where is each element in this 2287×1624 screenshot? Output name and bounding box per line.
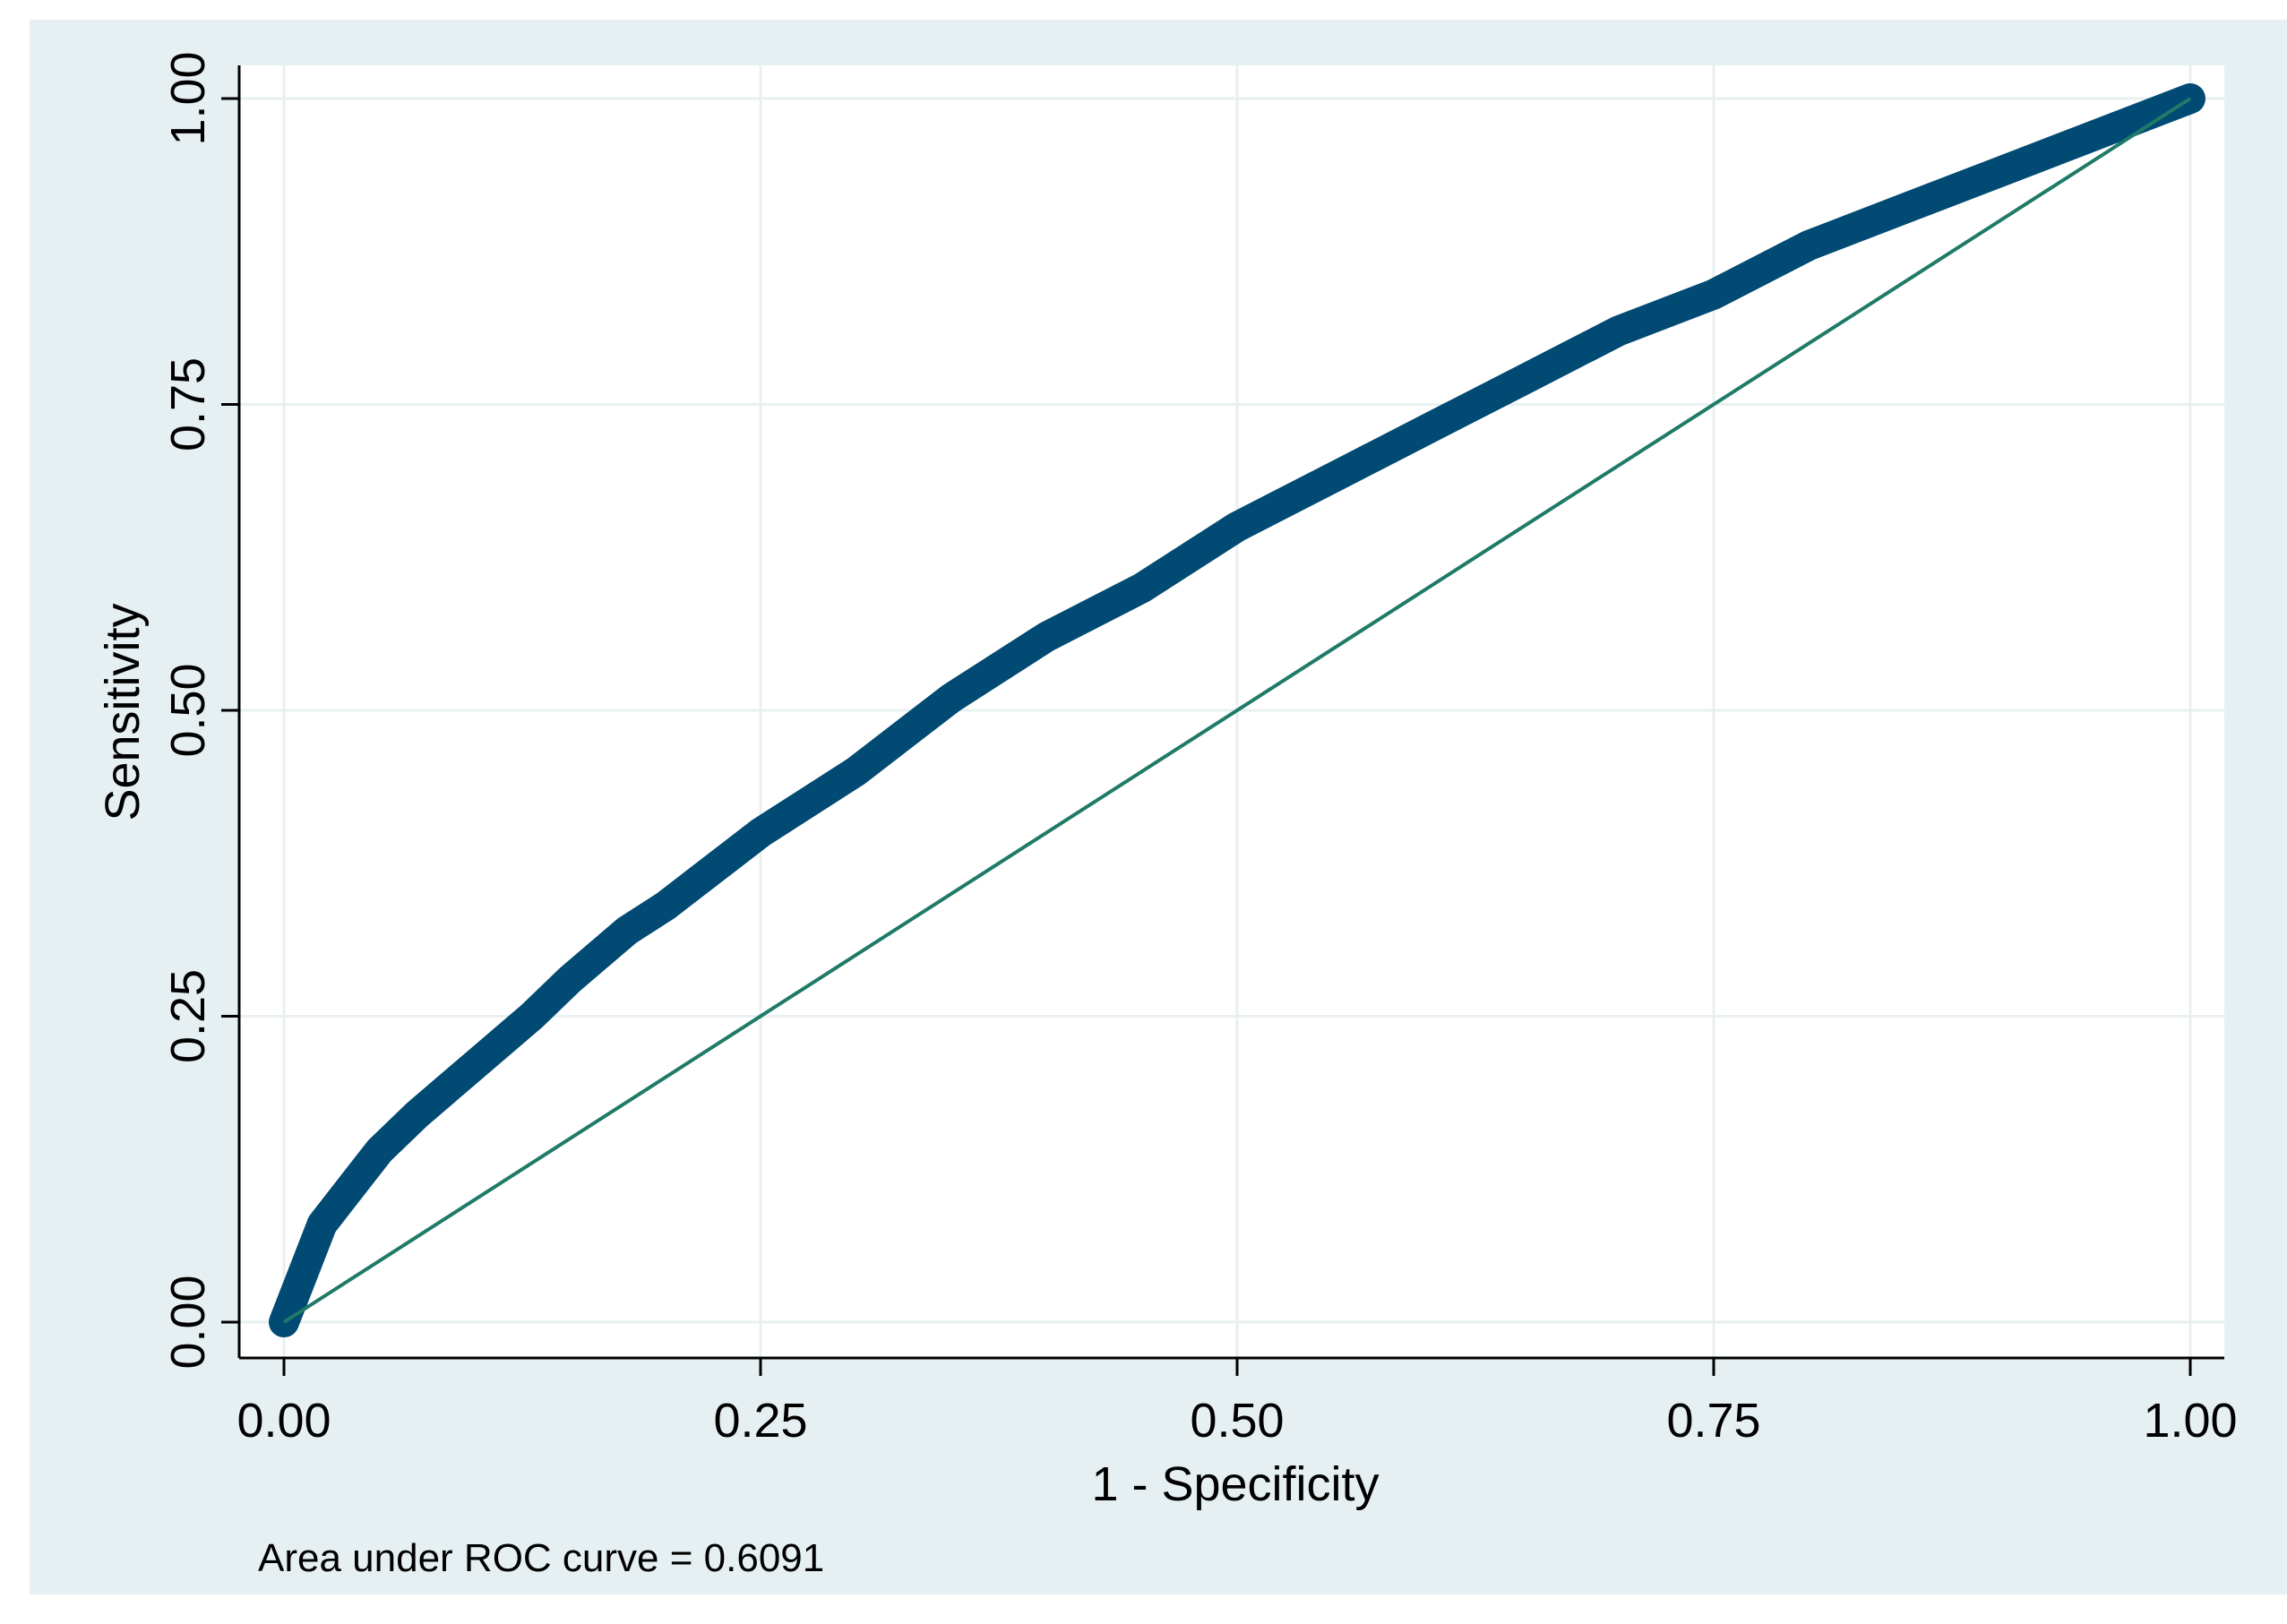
x-axis-title: 1 - Specificity: [1091, 1457, 1379, 1511]
y-tick-label: 0.50: [161, 663, 215, 757]
x-ticks: 0.00 0.25 0.50 0.75 1.00: [236, 1358, 2238, 1448]
x-tick-label: 1.00: [2143, 1394, 2237, 1448]
series: [269, 83, 2205, 1337]
y-tick-label: 1.00: [161, 51, 215, 145]
x-tick-label: 0.50: [1190, 1394, 1284, 1448]
x-tick-label: 0.75: [1666, 1394, 1760, 1448]
y-axis-title: Sensitivity: [96, 603, 150, 821]
auc-annotation: Area under ROC curve = 0.6091: [258, 1536, 824, 1580]
reference-diagonal-line: [282, 97, 2192, 1324]
y-tick-label: 0.75: [161, 357, 215, 451]
y-tick-label: 0.00: [161, 1275, 215, 1369]
y-ticks: 0.00 0.25 0.50 0.75 1.00: [161, 51, 239, 1370]
roc-curve-line: [269, 83, 2205, 1337]
grid: [239, 65, 2224, 1358]
x-tick-label: 0.00: [236, 1394, 331, 1448]
x-tick-label: 0.25: [713, 1394, 807, 1448]
y-tick-label: 0.25: [161, 969, 215, 1063]
